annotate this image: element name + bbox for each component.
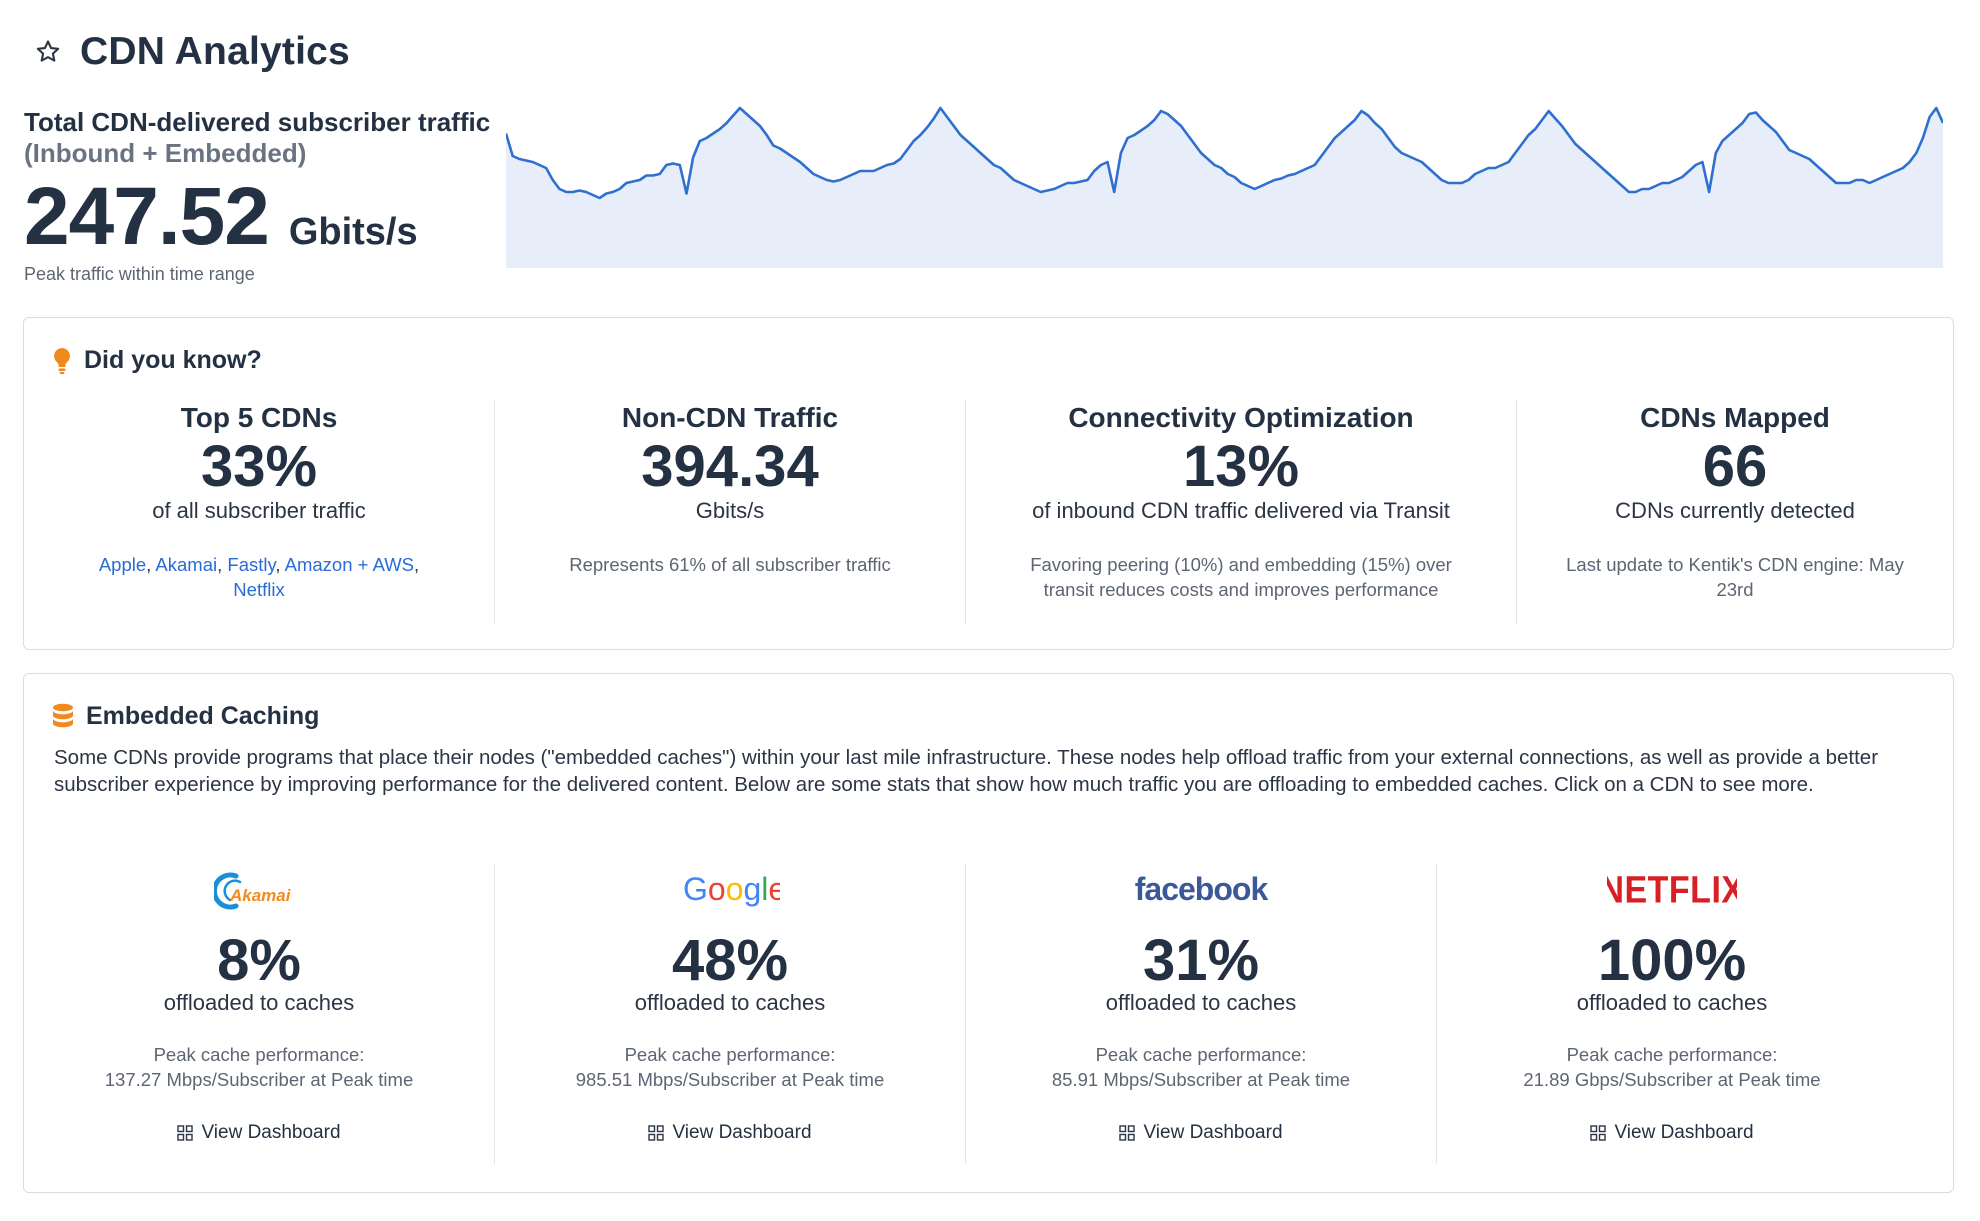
peak-performance: Peak cache performance: 985.51 Mbps/Subs… [495,1042,965,1092]
peak-traffic-value: 247.52 [24,171,270,262]
stat-heading: CDNs Mapped [1640,402,1830,433]
stat-heading: Non-CDN Traffic [621,402,839,433]
peak-performance-value: 985.51 Mbps/Subscriber at Peak time [575,1069,885,1090]
stat-description: of inbound CDN traffic delivered via Tra… [1032,498,1450,523]
stat-description: Gbits/s [695,498,765,523]
peak-performance: Peak cache performance: 137.27 Mbps/Subs… [24,1042,494,1092]
view-dashboard-button[interactable]: View Dashboard [648,1122,812,1144]
summary-title: Total CDN-delivered subscriber traffic [24,107,491,137]
peak-performance-value: 137.27 Mbps/Subscriber at Peak time [104,1069,414,1090]
peak-performance: Peak cache performance: 85.91 Mbps/Subsc… [966,1042,1436,1092]
view-dashboard-button[interactable]: View Dashboard [1590,1122,1754,1144]
stat-non-cdn-traffic: Non-CDN Traffic 394.34 Gbits/s Represent… [494,400,965,624]
star-icon[interactable] [34,38,62,66]
offload-label: offloaded to caches [1576,990,1768,1015]
dashboard-grid-icon [1119,1125,1136,1141]
offload-percent: 8% [217,928,301,993]
stat-description: CDNs currently detected [1615,498,1855,523]
stat-value: 66 [1702,434,1768,499]
stat-heading: Top 5 CDNs [180,402,338,433]
database-icon [53,703,73,727]
stat-value: 13% [1182,434,1300,499]
page-header: CDN Analytics [34,30,350,74]
page-title: CDN Analytics [80,30,350,73]
facebook-logo: facebook [966,864,1436,916]
peak-traffic-unit: Gbits/s [288,211,418,253]
view-dashboard-button[interactable]: View Dashboard [177,1122,341,1144]
sparkline-line [506,106,1943,200]
dashboard-grid-icon [177,1125,194,1141]
summary-caption: Peak traffic within time range [24,264,255,284]
offload-label: offloaded to caches [1105,990,1297,1015]
embedded-caching-title: Embedded Caching [86,702,320,730]
cdn-card-facebook[interactable]: facebook 31% offloaded to caches Peak ca… [965,864,1436,1164]
netflix-logo: NETFLIX [1437,864,1907,916]
view-dashboard-button[interactable]: View Dashboard [1119,1122,1283,1144]
stat-heading: Connectivity Optimization [1068,402,1414,433]
did-you-know-title: Did you know? [84,346,262,374]
summary-subtitle: (Inbound + Embedded) [24,138,307,168]
cdn-card-google[interactable]: Google 48% offloaded to caches Peak cach… [494,864,965,1164]
top-cdn-links: Apple, Akamai, Fastly, Amazon + AWS, Net… [98,554,420,600]
stat-description: of all subscriber traffic [152,498,366,523]
offload-label: offloaded to caches [163,990,355,1015]
link-fastly[interactable]: Fastly [227,554,276,575]
peak-performance: Peak cache performance: 21.89 Gbps/Subsc… [1437,1042,1907,1092]
stat-note: Favoring peering (10%) and embedding (15… [1030,554,1452,600]
svg-text:facebook: facebook [1135,871,1269,907]
akamai-logo: Akamai [24,864,494,916]
offload-percent: 31% [1142,928,1260,993]
svg-text:NETFLIX: NETFLIX [1607,868,1737,911]
embedded-caching-description: Some CDNs provide programs that place th… [54,746,1879,796]
stat-value: 33% [200,434,318,499]
view-dashboard-label: View Dashboard [1143,1122,1283,1143]
dashboard-grid-icon [648,1125,665,1141]
offload-percent: 48% [671,928,789,993]
offload-label: offloaded to caches [634,990,826,1015]
cdn-card-netflix[interactable]: NETFLIX 100% offloaded to caches Peak ca… [1436,864,1907,1164]
dashboard-grid-icon [1590,1125,1607,1141]
peak-performance-label: Peak cache performance: [153,1044,365,1065]
did-you-know-card: Did you know? Top 5 CDNs 33% of all subs… [23,317,1954,650]
sparkline-area [506,108,1943,268]
svg-text:Akamai: Akamai [229,886,292,905]
link-akamai[interactable]: Akamai [155,554,218,575]
link-apple[interactable]: Apple [98,554,147,575]
lightbulb-icon [54,347,70,374]
cdn-card-akamai[interactable]: Akamai 8% offloaded to caches Peak cache… [24,864,494,1164]
stat-value: 394.34 [641,434,819,499]
traffic-sparkline[interactable] [506,104,1943,268]
peak-performance-value: 21.89 Gbps/Subscriber at Peak time [1523,1069,1821,1090]
view-dashboard-label: View Dashboard [672,1122,812,1143]
stat-note: Last update to Kentik's CDN engine: May … [1566,554,1904,600]
stat-top-cdns: Top 5 CDNs 33% of all subscriber traffic… [24,400,494,624]
offload-percent: 100% [1597,928,1747,993]
view-dashboard-label: View Dashboard [1614,1122,1754,1143]
google-logo: Google [495,864,965,916]
traffic-summary: Total CDN-delivered subscriber traffic (… [24,106,504,285]
peak-performance-label: Peak cache performance: [1566,1044,1778,1065]
link-amazon-aws[interactable]: Amazon + AWS [284,554,415,575]
peak-performance-value: 85.91 Mbps/Subscriber at Peak time [1051,1069,1351,1090]
svg-text:Google: Google [683,871,780,907]
peak-performance-label: Peak cache performance: [624,1044,836,1065]
stat-connectivity-optimization: Connectivity Optimization 13% of inbound… [965,400,1516,624]
peak-performance-label: Peak cache performance: [1095,1044,1307,1065]
view-dashboard-label: View Dashboard [201,1122,341,1143]
embedded-caching-card: Embedded Caching Some CDNs provide progr… [23,673,1954,1193]
stat-note: Represents 61% of all subscriber traffic [569,554,891,575]
link-netflix[interactable]: Netflix [233,579,285,600]
stat-cdns-mapped: CDNs Mapped 66 CDNs currently detected L… [1516,400,1953,624]
